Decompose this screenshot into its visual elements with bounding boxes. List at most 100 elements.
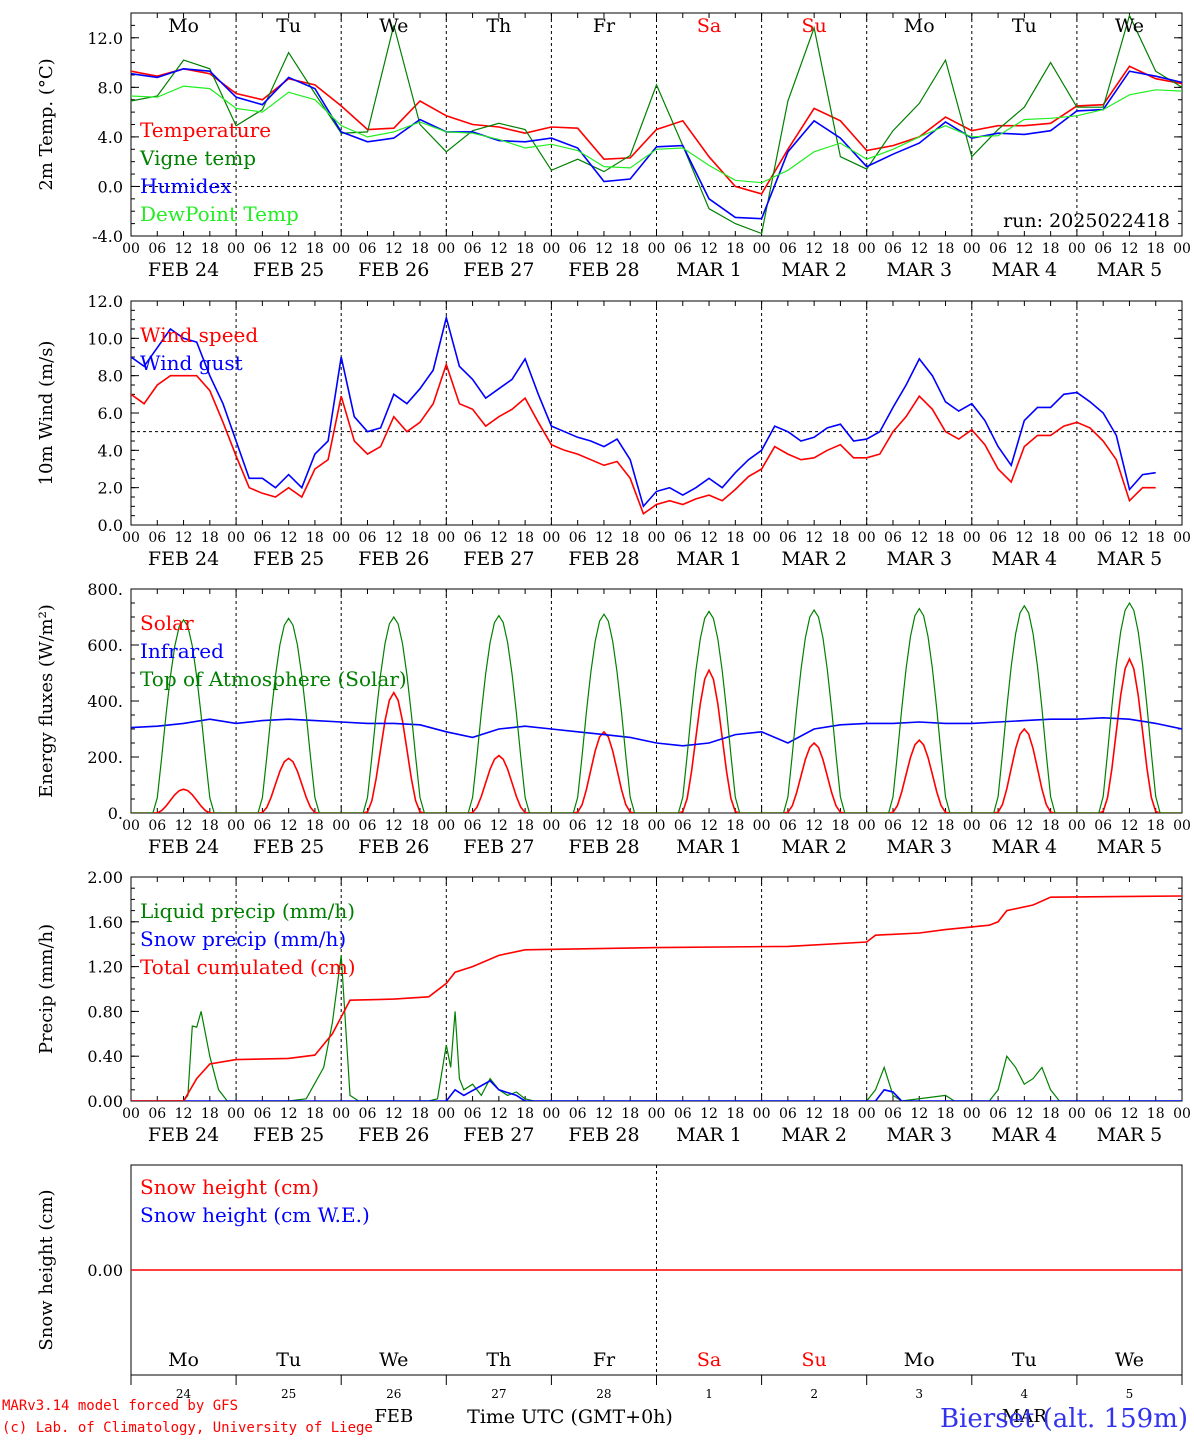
hour-label: 00 xyxy=(227,818,245,834)
hour-label: 00 xyxy=(332,530,350,546)
weekday-label: Fr xyxy=(593,15,616,37)
hour-label: 06 xyxy=(884,1106,902,1122)
hour-label: 06 xyxy=(569,241,587,257)
hour-label: 00 xyxy=(858,818,876,834)
day-number: 1 xyxy=(705,1387,713,1401)
date-label: MAR 1 xyxy=(676,836,742,858)
date-label: MAR 5 xyxy=(1097,836,1163,858)
date-label: FEB 28 xyxy=(568,259,639,281)
hour-label: 12 xyxy=(385,1106,403,1122)
hour-label: 12 xyxy=(175,241,193,257)
weekday-label: Tu xyxy=(276,1349,301,1371)
series-line-2-1 xyxy=(131,716,1182,747)
weekday-label: Su xyxy=(802,1349,827,1371)
hour-label: 00 xyxy=(1173,818,1191,834)
y-tick-label: 600. xyxy=(87,636,123,655)
panel-4: 0.00 0.40 0.80 1.20 1.60 2.00 Precip (mm/h) Liq… xyxy=(36,868,1191,1146)
hour-label: 18 xyxy=(726,530,744,546)
weekday-label: Sa xyxy=(697,15,721,37)
series-line-2-2 xyxy=(131,601,1182,813)
hour-label: 00 xyxy=(542,530,560,546)
y-tick-label: -4.0 xyxy=(92,227,123,246)
hour-label: 12 xyxy=(1121,241,1139,257)
hour-label: 12 xyxy=(700,241,718,257)
hour-label: 00 xyxy=(753,1106,771,1122)
hour-label: 12 xyxy=(595,530,613,546)
hour-label: 12 xyxy=(1121,1106,1139,1122)
hour-label: 12 xyxy=(700,818,718,834)
y-tick-label: 0. xyxy=(108,804,123,823)
hour-label: 00 xyxy=(1173,1106,1191,1122)
run-annotation: run: 2025022418 xyxy=(1003,210,1170,232)
date-label: FEB 25 xyxy=(253,836,324,858)
date-label: FEB 25 xyxy=(253,548,324,570)
y-axis-label: 2m Temp. (°C) xyxy=(36,58,57,190)
date-label: FEB 27 xyxy=(463,259,534,281)
y-axis-label: Snow height (cm) xyxy=(36,1189,57,1350)
legend-entry: Snow height (cm W.E.) xyxy=(140,1203,370,1227)
hour-label: 00 xyxy=(963,818,981,834)
hour-label: 18 xyxy=(726,818,744,834)
hour-label: 12 xyxy=(175,530,193,546)
legend-entry: Wind speed xyxy=(140,323,258,347)
hour-label: 06 xyxy=(253,241,271,257)
date-label: FEB 28 xyxy=(568,1124,639,1146)
day-number: 28 xyxy=(596,1387,611,1401)
series-line-3-2 xyxy=(131,895,1182,1101)
hour-label: 06 xyxy=(884,530,902,546)
hour-label: 06 xyxy=(359,818,377,834)
hour-label: 12 xyxy=(490,530,508,546)
hour-label: 12 xyxy=(280,241,298,257)
hour-label: 06 xyxy=(989,1106,1007,1122)
hour-label: 18 xyxy=(937,1106,955,1122)
date-label: MAR 3 xyxy=(886,1124,952,1146)
date-label: FEB 25 xyxy=(253,259,324,281)
hour-label: 00 xyxy=(858,1106,876,1122)
month-label-feb: FEB xyxy=(374,1406,413,1427)
hour-label: 00 xyxy=(122,241,140,257)
hour-label: 00 xyxy=(437,241,455,257)
date-label: FEB 27 xyxy=(463,548,534,570)
hour-label: 06 xyxy=(989,530,1007,546)
date-label: MAR 2 xyxy=(781,259,847,281)
hour-label: 00 xyxy=(648,1106,666,1122)
hour-label: 12 xyxy=(1121,530,1139,546)
hour-label: 06 xyxy=(253,818,271,834)
hour-label: 00 xyxy=(122,1106,140,1122)
hour-label: 12 xyxy=(1121,818,1139,834)
y-tick-label: 200. xyxy=(87,748,123,767)
hour-label: 18 xyxy=(1042,530,1060,546)
hour-label: 12 xyxy=(805,241,823,257)
hour-label: 18 xyxy=(621,1106,639,1122)
hour-label: 12 xyxy=(595,241,613,257)
hour-label: 12 xyxy=(280,1106,298,1122)
hour-label: 06 xyxy=(148,241,166,257)
hour-label: 18 xyxy=(937,241,955,257)
hour-label: 18 xyxy=(1147,530,1165,546)
hour-label: 06 xyxy=(253,530,271,546)
hour-label: 18 xyxy=(201,1106,219,1122)
date-label: FEB 26 xyxy=(358,1124,429,1146)
series-line-1-0 xyxy=(131,361,1156,516)
day-number: 5 xyxy=(1126,1387,1134,1401)
y-tick-label: 8.0 xyxy=(98,367,123,386)
date-label: MAR 2 xyxy=(781,836,847,858)
hour-label: 00 xyxy=(963,241,981,257)
hour-label: 06 xyxy=(884,241,902,257)
y-tick-label: 0.00 xyxy=(87,1261,123,1280)
hour-label: 06 xyxy=(148,530,166,546)
hour-label: 06 xyxy=(464,530,482,546)
hour-label: 12 xyxy=(805,818,823,834)
hour-label: 06 xyxy=(674,530,692,546)
day-number: 2 xyxy=(810,1387,818,1401)
series-line-2-0 xyxy=(131,657,1182,813)
hour-label: 06 xyxy=(464,241,482,257)
hour-label: 12 xyxy=(280,818,298,834)
hour-label: 12 xyxy=(385,818,403,834)
date-label: MAR 5 xyxy=(1097,548,1163,570)
date-label: MAR 1 xyxy=(676,1124,742,1146)
hour-label: 06 xyxy=(1094,818,1112,834)
hour-label: 06 xyxy=(989,241,1007,257)
series-line-3-1 xyxy=(131,1079,1182,1101)
hour-label: 12 xyxy=(490,241,508,257)
